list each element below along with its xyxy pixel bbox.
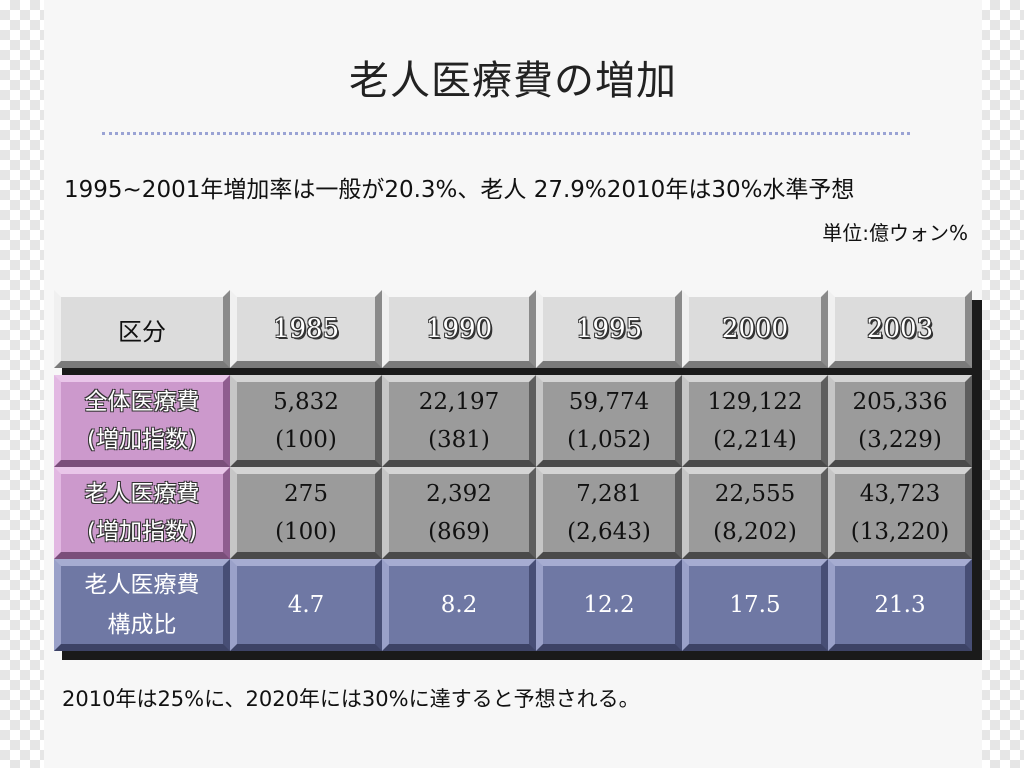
table-cell: 4.7 (230, 559, 382, 651)
table-cell: 22,555 (8,202) (682, 467, 828, 559)
cell-index: (8,202) (713, 519, 797, 545)
cell-value: 4.7 (287, 592, 325, 618)
header-cell-year: 1990 (382, 290, 536, 368)
table-cell: 2,392 (869) (382, 467, 536, 559)
cell-value: 59,774 (568, 389, 650, 415)
row-label-total-cost: 全体医療費 (増加指数) (54, 375, 230, 467)
cell-index: (1,052) (567, 427, 651, 453)
cell-value: 5,832 (273, 389, 339, 415)
cell-value: 17.5 (729, 592, 781, 618)
cell-index: (13,220) (850, 519, 950, 545)
row-label-line: (増加指数) (87, 519, 197, 545)
table-cell: 275 (100) (230, 467, 382, 559)
header-label: 1985 (272, 314, 340, 344)
table-cell: 59,774 (1,052) (536, 375, 682, 467)
row-label-line: 全体医療費 (84, 389, 200, 415)
cell-value: 43,723 (859, 481, 941, 507)
table-cell: 12.2 (536, 559, 682, 651)
cell-value: 275 (284, 481, 328, 507)
table-cell: 43,723 (13,220) (828, 467, 972, 559)
header-cell-category: 区分 (54, 290, 230, 368)
cell-value: 22,197 (418, 389, 500, 415)
cell-value: 21.3 (874, 592, 926, 618)
table-cell: 22,197 (381) (382, 375, 536, 467)
row-label-line: (増加指数) (87, 427, 197, 453)
header-label: 2003 (866, 314, 934, 344)
row-label-line: 老人医療費 (84, 481, 200, 507)
cell-index: (100) (275, 427, 337, 453)
subtitle: 1995~2001年増加率は一般が20.3%、老人 27.9%2010年は30%… (64, 177, 855, 203)
header-label: 1990 (425, 314, 493, 344)
row-label-elderly-cost: 老人医療費 (増加指数) (54, 467, 230, 559)
header-cell-year: 1985 (230, 290, 382, 368)
cell-value: 8.2 (440, 592, 478, 618)
footnote: 2010年は25%に、2020年には30%に達すると予想される。 (62, 687, 640, 711)
header-cell-year: 2003 (828, 290, 972, 368)
header-label: 2000 (721, 314, 789, 344)
header-label: 区分 (118, 317, 166, 346)
cell-value: 205,336 (852, 389, 948, 415)
row-label-elderly-ratio: 老人医療費 構成比 (54, 559, 230, 651)
slide: 老人医療費の増加 1995~2001年増加率は一般が20.3%、老人 27.9%… (44, 0, 982, 768)
header-cell-year: 1995 (536, 290, 682, 368)
cell-index: (100) (275, 519, 337, 545)
header-cell-year: 2000 (682, 290, 828, 368)
cell-index: (869) (428, 519, 490, 545)
cell-value: 2,392 (426, 481, 492, 507)
table-cell: 21.3 (828, 559, 972, 651)
table-cell: 8.2 (382, 559, 536, 651)
cell-value: 12.2 (583, 592, 635, 618)
table-cell: 7,281 (2,643) (536, 467, 682, 559)
cell-value: 129,122 (707, 389, 803, 415)
table-cell: 5,832 (100) (230, 375, 382, 467)
slide-title: 老人医療費の増加 (349, 58, 677, 104)
cell-index: (381) (428, 427, 490, 453)
cell-index: (2,643) (567, 519, 651, 545)
header-label: 1995 (575, 314, 643, 344)
cell-value: 22,555 (714, 481, 796, 507)
cell-index: (3,229) (858, 427, 942, 453)
table-cell: 129,122 (2,214) (682, 375, 828, 467)
table-cell: 17.5 (682, 559, 828, 651)
cell-value: 7,281 (576, 481, 642, 507)
table-cell: 205,336 (3,229) (828, 375, 972, 467)
row-label-line: 構成比 (107, 612, 177, 638)
row-label-line: 老人医療費 (84, 572, 200, 598)
cell-index: (2,214) (713, 427, 797, 453)
title-divider (102, 132, 910, 135)
unit-label: 単位:億ウォン% (822, 221, 968, 245)
